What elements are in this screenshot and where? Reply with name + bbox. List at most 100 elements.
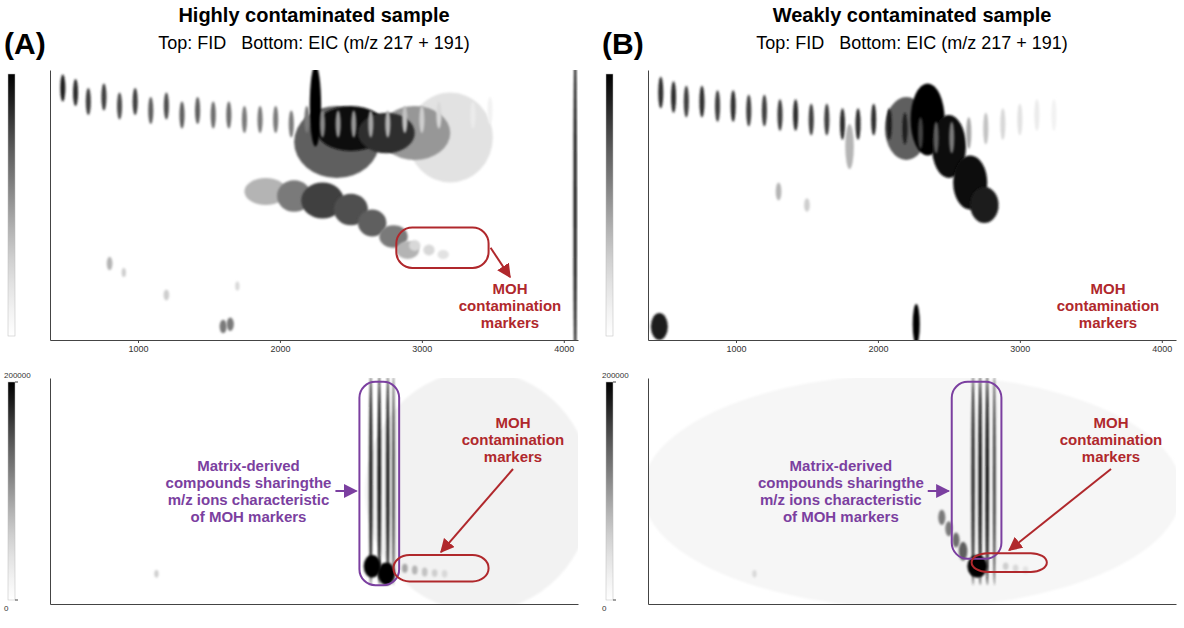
peak-spot <box>423 245 434 256</box>
peak-spot <box>320 111 325 138</box>
peak-spot <box>671 81 676 113</box>
peak-spot <box>101 84 106 111</box>
peak-spot <box>845 124 854 169</box>
peak-spot <box>164 290 170 301</box>
peak-spot <box>86 88 91 115</box>
figure: (A) Highly contaminated sample Top: FID Bo… <box>0 0 1184 628</box>
annotation-text: MOHcontaminationmarkers <box>1060 414 1163 465</box>
peak-spot <box>179 102 184 129</box>
x-tick-mark <box>280 340 281 343</box>
annotation-text: MOHcontaminationmarkers <box>462 414 565 465</box>
x-tick-mark <box>878 340 879 343</box>
peak-spot <box>304 106 309 133</box>
peak-spot <box>1003 563 1009 571</box>
color-bar-tick <box>15 600 18 601</box>
peak-spot <box>365 378 578 604</box>
peak-spot <box>573 70 576 340</box>
peak-spot <box>762 95 767 127</box>
x-tick: 4000 <box>554 340 574 354</box>
y-axis-line <box>648 379 649 605</box>
peak-spot <box>154 570 158 578</box>
peak-spot <box>731 90 736 122</box>
text-line: m/z ions characteristic <box>168 491 330 508</box>
y-axis <box>50 379 51 605</box>
peak-spot <box>211 102 216 129</box>
peak-spot <box>242 106 247 133</box>
color-bar-tick <box>613 382 616 383</box>
x-tick: 2000 <box>868 340 888 354</box>
panel-letter: (A) <box>4 27 46 60</box>
annotation-text: Matrix-derivedcompounds sharingthem/z io… <box>166 457 332 525</box>
text-line: m/z ions characteristic <box>760 491 922 508</box>
peak-spot <box>913 304 920 340</box>
x-tick-mark <box>736 340 737 343</box>
x-tick-mark <box>138 340 139 343</box>
x-axis: 1000 2000 3000 4000 <box>51 340 579 354</box>
text-line: markers <box>484 448 542 465</box>
peak-spot <box>368 111 373 138</box>
peak-spot <box>487 97 492 124</box>
text-line: MOH <box>1094 414 1129 431</box>
x-axis <box>51 604 579 605</box>
peak-spot <box>793 99 798 131</box>
peak-spot <box>777 99 782 131</box>
text-line: markers <box>481 314 539 331</box>
peak-spot <box>195 97 200 124</box>
background <box>0 0 1184 628</box>
panel-letter: (B) <box>602 27 644 60</box>
y-axis-line <box>50 71 51 341</box>
y-axis <box>648 71 649 341</box>
plot-area <box>651 77 1057 340</box>
color-bar <box>606 382 613 600</box>
peak-spot <box>983 113 988 145</box>
text-line: compounds sharingthe <box>166 474 332 491</box>
y-axis-line <box>648 71 649 341</box>
text-line: of MOH markers <box>191 508 307 525</box>
peak-spot <box>422 567 428 576</box>
peak-spot <box>902 113 907 145</box>
x-tick-label: 1000 <box>128 344 148 354</box>
peak-spot <box>164 93 169 120</box>
peak-spot <box>117 93 122 120</box>
peak-spot <box>235 282 239 291</box>
peak-spot <box>804 198 810 212</box>
peak-spot <box>402 106 407 133</box>
x-tick-label: 3000 <box>412 344 432 354</box>
panel-title: Highly contaminated sample <box>178 4 449 26</box>
y-axis-line <box>50 379 51 605</box>
peak-spot <box>856 108 861 140</box>
annotation-region <box>393 555 488 581</box>
peak-spot <box>871 104 876 136</box>
text-line: MOH <box>1091 280 1126 297</box>
peak-spot <box>409 240 420 251</box>
annotation-text: MOHcontaminationmarkers <box>1057 280 1160 331</box>
peak-spot <box>971 378 974 585</box>
color-bar <box>606 74 613 336</box>
color-bar-label: 0 <box>4 604 9 613</box>
panel-subtitle: Top: FID Bottom: EIC (m/z 217 + 191) <box>756 33 1068 53</box>
text-line: contamination <box>462 431 565 448</box>
chart-panel: 0200000Matrix-derivedcompounds sharingth… <box>602 371 1182 613</box>
annotation-arrow <box>335 490 356 492</box>
peak-spot <box>369 378 372 585</box>
peak-spot <box>970 187 998 223</box>
peak-spot <box>289 111 294 138</box>
x-tick-label: 2000 <box>270 344 290 354</box>
annotation-text: MOHcontaminationmarkers <box>459 280 562 331</box>
x-tick-mark <box>1020 340 1021 343</box>
peak-spot <box>651 313 668 340</box>
peak-spot <box>453 102 458 129</box>
peak-spot <box>1000 108 1005 140</box>
y-axis <box>648 379 649 605</box>
peak-spot <box>752 570 756 578</box>
x-axis-line <box>51 604 579 605</box>
x-tick-mark <box>422 340 423 343</box>
text-line: Matrix-derived <box>197 457 300 474</box>
peak-spot <box>73 79 78 106</box>
peak-spot <box>699 86 704 118</box>
x-tick: 3000 <box>412 340 432 354</box>
text-line: contamination <box>1057 297 1160 314</box>
x-tick: 4000 <box>1152 340 1172 354</box>
x-tick-label: 2000 <box>868 344 888 354</box>
peak-spot <box>226 102 231 129</box>
